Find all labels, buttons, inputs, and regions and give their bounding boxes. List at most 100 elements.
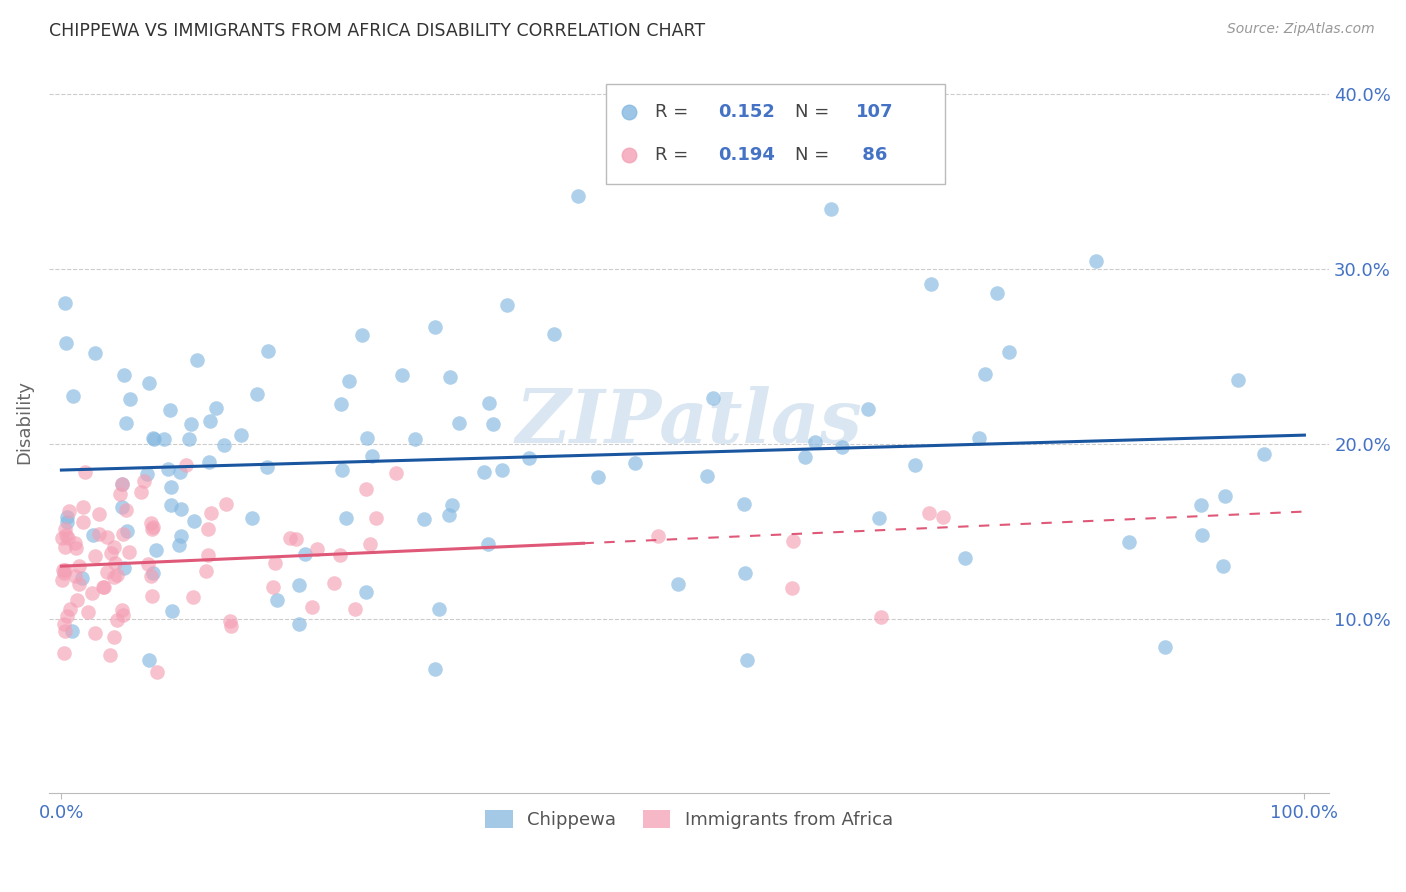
Point	[405, 432, 427, 446]
Point	[174, 458, 197, 472]
Point	[284, 532, 307, 546]
Point	[423, 319, 446, 334]
Point	[266, 593, 288, 607]
Point	[138, 376, 160, 390]
Point	[105, 613, 128, 627]
Point	[360, 449, 382, 463]
Point	[437, 508, 460, 522]
Point	[329, 397, 352, 411]
Point	[481, 417, 503, 431]
Point	[1212, 559, 1234, 574]
Point	[246, 387, 269, 401]
Point	[256, 344, 278, 359]
Point	[1118, 535, 1140, 549]
Point	[441, 498, 464, 512]
Point	[59, 602, 82, 616]
Point	[1213, 489, 1236, 503]
Point	[142, 431, 165, 445]
Point	[301, 599, 323, 614]
Point	[53, 646, 76, 660]
Point	[112, 527, 135, 541]
Point	[56, 609, 79, 624]
Point	[212, 438, 235, 452]
Point	[141, 522, 163, 536]
Point	[83, 625, 105, 640]
Point	[93, 580, 115, 594]
Point	[104, 556, 127, 570]
Point	[67, 576, 90, 591]
Point	[129, 485, 152, 500]
Point	[335, 511, 357, 525]
Point	[221, 619, 243, 633]
Point	[159, 403, 181, 417]
Point	[194, 564, 217, 578]
Point	[280, 531, 302, 545]
Point	[955, 551, 977, 566]
Point	[215, 497, 238, 511]
Point	[180, 417, 202, 431]
Point	[974, 367, 997, 381]
Point	[160, 604, 183, 618]
Point	[51, 532, 73, 546]
Point	[339, 375, 361, 389]
Text: 0.194: 0.194	[718, 145, 776, 163]
Point	[120, 392, 142, 406]
Point	[142, 566, 165, 580]
Point	[65, 541, 87, 555]
Point	[932, 510, 955, 524]
Point	[624, 456, 647, 470]
FancyBboxPatch shape	[606, 84, 945, 185]
Text: N =: N =	[796, 145, 835, 163]
Point	[696, 468, 718, 483]
Point	[138, 653, 160, 667]
Text: N =: N =	[796, 103, 835, 121]
Point	[986, 285, 1008, 300]
Point	[344, 601, 367, 615]
Point	[111, 602, 134, 616]
Text: R =: R =	[655, 145, 693, 163]
Point	[200, 506, 222, 520]
Point	[391, 368, 413, 383]
Point	[169, 465, 191, 479]
Point	[1084, 253, 1107, 268]
Point	[72, 500, 94, 514]
Point	[53, 540, 76, 554]
Point	[1253, 447, 1275, 461]
Point	[586, 470, 609, 484]
Point	[66, 593, 89, 607]
Point	[53, 624, 76, 638]
Point	[354, 585, 377, 599]
Point	[288, 616, 311, 631]
Point	[868, 511, 890, 525]
Point	[160, 498, 183, 512]
Point	[305, 542, 328, 557]
Point	[56, 509, 79, 524]
Point	[111, 477, 134, 491]
Point	[782, 534, 804, 549]
Point	[82, 585, 104, 599]
Point	[198, 455, 221, 469]
Point	[858, 402, 880, 417]
Text: Source: ZipAtlas.com: Source: ZipAtlas.com	[1227, 22, 1375, 37]
Point	[702, 391, 724, 405]
Point	[472, 465, 495, 479]
Point	[56, 515, 79, 529]
Point	[918, 506, 941, 520]
Point	[62, 389, 84, 403]
Point	[98, 648, 121, 663]
Point	[197, 548, 219, 562]
Point	[477, 537, 499, 551]
Point	[1226, 373, 1249, 387]
Point	[1153, 640, 1175, 655]
Point	[294, 547, 316, 561]
Point	[136, 467, 159, 481]
Point	[288, 578, 311, 592]
Point	[782, 581, 804, 595]
Point	[997, 345, 1019, 359]
Point	[429, 601, 451, 615]
Point	[112, 561, 135, 575]
Point	[205, 401, 228, 415]
Point	[142, 519, 165, 533]
Point	[153, 432, 176, 446]
Point	[51, 573, 73, 587]
